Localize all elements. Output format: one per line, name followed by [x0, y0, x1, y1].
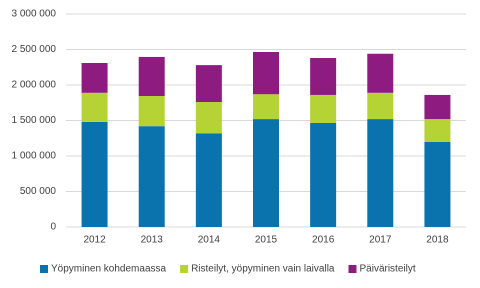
bar-segment — [310, 94, 337, 123]
bar-segment — [81, 92, 108, 122]
x-tick-label: 2013 — [141, 235, 164, 246]
bar-segment — [424, 119, 451, 142]
y-tick-label: 1 500 000 — [12, 115, 57, 126]
y-tick-label: 2 500 000 — [12, 44, 57, 55]
bar-segment — [253, 51, 279, 95]
bar-segment — [195, 133, 222, 227]
y-tick-label: 1 000 000 — [12, 151, 57, 162]
bar-segment — [81, 121, 108, 227]
x-tick-label: 2012 — [83, 235, 106, 246]
bar-segment — [253, 119, 279, 227]
bar-segment — [424, 141, 451, 227]
legend-label: Yöpyminen kohdemaassa — [51, 264, 167, 275]
x-tick-label: 2016 — [312, 235, 335, 246]
x-tick-label: 2018 — [426, 235, 449, 246]
bar-segment — [138, 96, 165, 127]
bar-segment — [367, 119, 394, 227]
bar-segment — [138, 56, 165, 97]
legend-swatch — [348, 265, 357, 273]
y-tick-label: 0 — [50, 222, 56, 233]
legend-swatch — [180, 265, 189, 273]
bar-segment — [367, 92, 394, 120]
bar-segment — [81, 62, 108, 93]
legend-swatch — [40, 265, 48, 273]
bar-segment — [310, 58, 337, 95]
y-tick-label: 3 000 000 — [12, 9, 57, 20]
y-tick-label: 2 000 000 — [12, 80, 57, 91]
bar-segment — [310, 122, 337, 227]
bar-segment — [195, 65, 222, 103]
bar-segment — [195, 102, 222, 134]
bar-segment — [424, 94, 451, 120]
legend-label: Päiväristeilyt — [359, 264, 415, 275]
x-tick-label: 2014 — [198, 235, 221, 246]
bar-segment — [367, 53, 394, 93]
x-tick-label: 2015 — [255, 235, 278, 246]
legend-label: Risteilyt, yöpyminen vain laivalla — [191, 264, 335, 275]
x-tick-label: 2017 — [369, 235, 392, 246]
y-tick-label: 500 000 — [20, 186, 57, 197]
bar-segment — [253, 94, 279, 120]
bar-segment — [138, 126, 165, 227]
